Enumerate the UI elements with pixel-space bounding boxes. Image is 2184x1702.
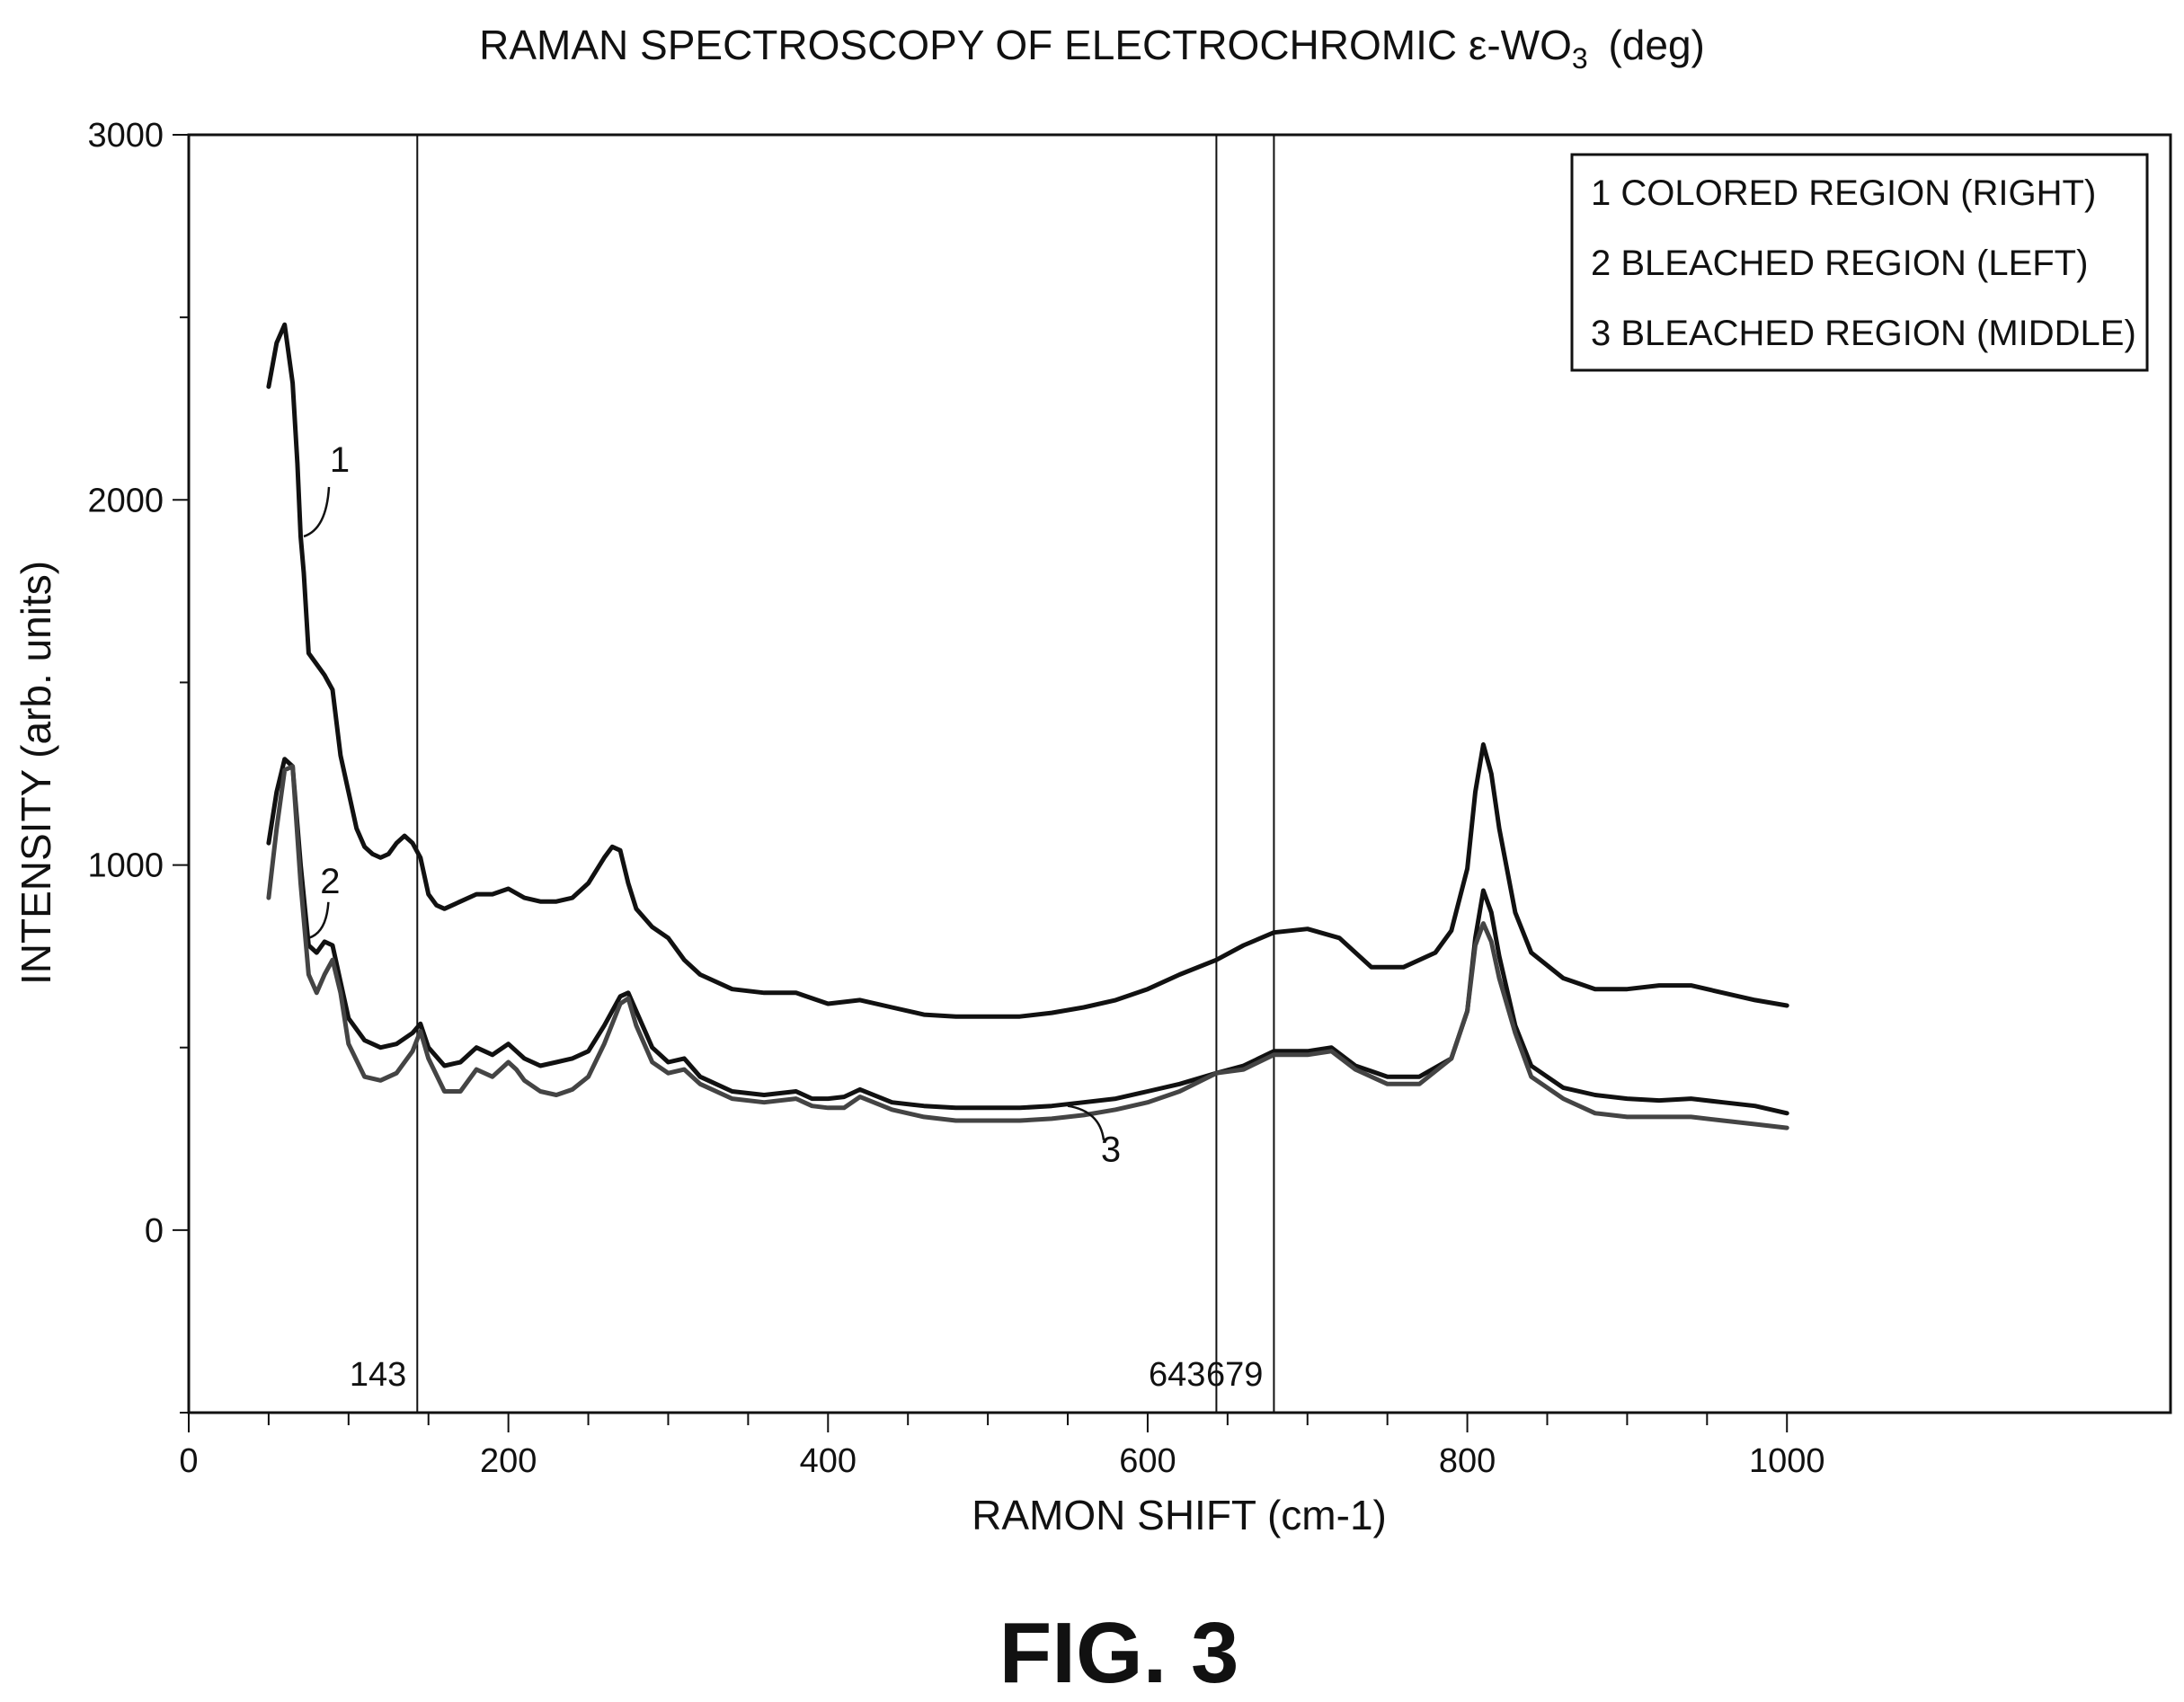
- callout-leader-3: [1067, 1104, 1105, 1140]
- y-axis-ticks: 0 1000 2000 3000: [87, 117, 189, 1414]
- legend-entry-1: 1 COLORED REGION (RIGHT): [1591, 173, 2096, 213]
- callout-label-1: 1: [330, 440, 350, 480]
- x-tick-label: 800: [1439, 1442, 1496, 1480]
- y-tick-label: 2000: [87, 482, 164, 519]
- plot-frame: [187, 133, 2172, 1414]
- legend: 1 COLORED REGION (RIGHT) 2 BLEACHED REGI…: [1570, 153, 2149, 372]
- series-line-1: [266, 322, 1789, 1019]
- y-tick-label: 1000: [87, 847, 164, 885]
- series-line-2: [266, 757, 1789, 1116]
- callout-label-2: 2: [320, 862, 340, 901]
- reference-line-label-643: 643: [1149, 1356, 1205, 1394]
- legend-box: [1570, 153, 2149, 372]
- legend-entry-3: 3 BLEACHED REGION (MIDDLE): [1591, 314, 2136, 353]
- figure-label: FIG. 3: [999, 1605, 1239, 1701]
- series-layer: [266, 322, 1789, 1130]
- chart-title-suffix: (deg): [1608, 22, 1704, 68]
- x-tick-label: 0: [179, 1442, 198, 1480]
- x-tick-label: 1000: [1749, 1442, 1825, 1480]
- reference-line-label-143: 143: [350, 1356, 406, 1394]
- x-tick-label: 400: [800, 1442, 857, 1480]
- y-tick-label: 0: [145, 1212, 164, 1250]
- reference-line-label-679: 679: [1206, 1356, 1263, 1394]
- legend-entry-2: 2 BLEACHED REGION (LEFT): [1591, 244, 2088, 283]
- x-axis-label: RAMON SHIFT (cm-1): [972, 1492, 1387, 1538]
- x-tick-label: 600: [1119, 1442, 1176, 1480]
- callout-label-3: 3: [1101, 1130, 1121, 1170]
- series-callouts: 1 2 3: [303, 440, 1121, 1170]
- x-axis-ticks: 0 200 400 600 800 1000: [179, 1413, 1824, 1480]
- x-tick-label: 200: [480, 1442, 537, 1480]
- chart-title-subscript: 3: [1572, 42, 1588, 75]
- reference-lines: 143 643 679: [350, 135, 1275, 1413]
- callout-leader-1: [303, 486, 331, 538]
- y-axis-label: INTENSITY (arb. units): [13, 561, 59, 985]
- y-tick-label: 3000: [87, 117, 164, 155]
- chart-title: RAMAN SPECTROSCOPY OF ELECTROCHROMIC ε-W…: [479, 22, 1705, 75]
- series-line-3: [266, 764, 1789, 1130]
- callout-leader-2: [307, 901, 330, 939]
